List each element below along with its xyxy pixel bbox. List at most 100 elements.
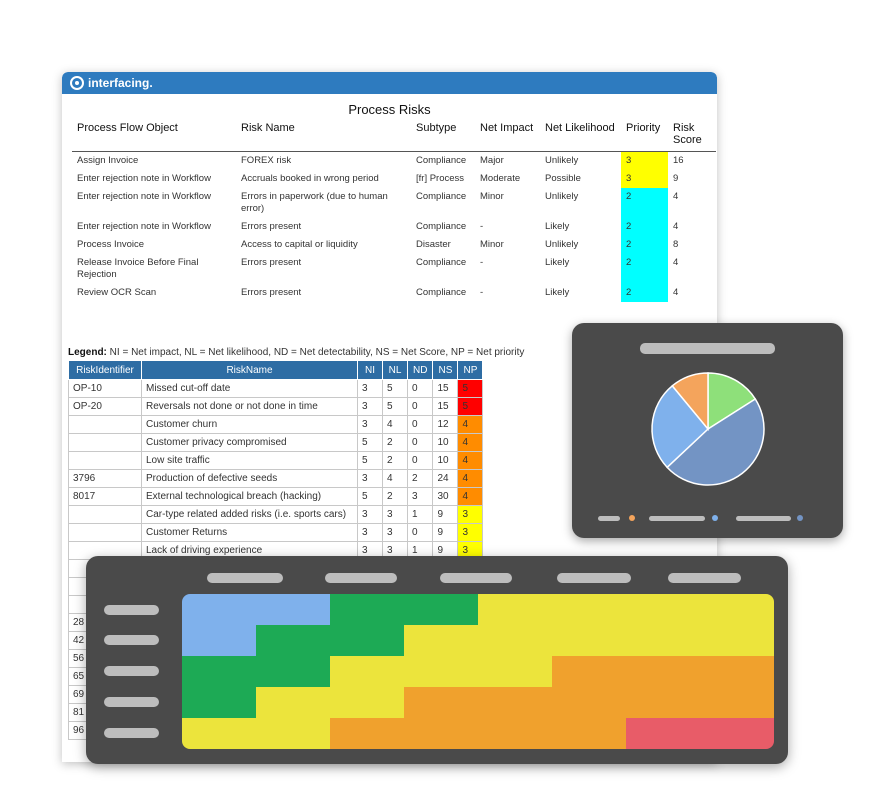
- cell-nl: 5: [382, 379, 408, 398]
- pie-slice: [671, 372, 709, 432]
- cell-ns: 9: [432, 505, 459, 524]
- cell-risk-name: Customer Returns: [141, 523, 358, 542]
- cell-np: 3: [457, 523, 484, 542]
- cell-impact: -: [480, 257, 484, 268]
- brand-name: interfacing.: [88, 76, 153, 90]
- heatmap-cell: [404, 656, 479, 688]
- cell-nd: 0: [406, 433, 434, 452]
- cell-risk-name: Production of defective seeds: [141, 469, 358, 488]
- heatmap-cell: [478, 718, 553, 749]
- cell-nd: 1: [406, 505, 434, 524]
- column-header: NL: [382, 360, 408, 380]
- cell-np: 4: [457, 415, 484, 434]
- heatmap-cell: [182, 687, 257, 719]
- heatmap-cell: [478, 594, 553, 626]
- cell-subtype: Compliance: [416, 257, 467, 268]
- cell-risk-id: 3796: [68, 469, 142, 488]
- cell-risk-id: OP-20: [68, 397, 142, 416]
- cell-impact: -: [480, 287, 484, 298]
- table-row: Enter rejection note in Workflow Accrual…: [72, 170, 716, 188]
- cell-ni: 3: [357, 397, 383, 416]
- column-header: RiskName: [141, 360, 358, 380]
- heatmap-cell: [330, 718, 405, 749]
- cell-ns: 10: [432, 451, 459, 470]
- cell-object: Enter rejection note in Workflow: [77, 191, 211, 202]
- net-risk-row: Low site traffic 5 2 0 10 4: [68, 451, 484, 470]
- cell-subtype: Compliance: [416, 221, 467, 232]
- legend-dot: [797, 515, 803, 521]
- cell-subtype: Compliance: [416, 191, 467, 202]
- row-label-placeholder: [104, 605, 159, 615]
- cell-score: 8: [673, 239, 679, 250]
- net-risk-row: Customer privacy compromised 5 2 0 10 4: [68, 433, 484, 452]
- cell-ns: 12: [432, 415, 459, 434]
- cell-risk-id: OP-10: [68, 379, 142, 398]
- cell-risk-id: [68, 505, 142, 524]
- report-title: Process Risks: [348, 102, 431, 117]
- net-risk-row: OP-10 Missed cut-off date 3 5 0 15 5: [68, 379, 484, 398]
- pie-slice: [651, 384, 710, 469]
- cell-ni: 3: [357, 505, 383, 524]
- cell-priority: 3: [621, 170, 668, 188]
- column-label-placeholder: [440, 573, 512, 583]
- heatmap-cell: [700, 656, 774, 688]
- cell-ns: 24: [432, 469, 459, 488]
- heatmap-cell: [182, 625, 257, 657]
- cell-likelihood: Likely: [545, 287, 570, 298]
- heatmap-widget: [86, 556, 788, 764]
- cell-nd: 0: [406, 451, 434, 470]
- column-header: RiskIdentifier: [68, 360, 142, 380]
- heatmap-cell: [626, 718, 701, 749]
- row-label-placeholder: [104, 635, 159, 645]
- cell-ns: 15: [432, 397, 459, 416]
- heatmap-cell: [330, 594, 405, 626]
- column-header: Net Impact: [475, 122, 540, 152]
- table-row: Assign Invoice FOREX risk Compliance Maj…: [72, 151, 716, 170]
- cell-subtype: Disaster: [416, 239, 451, 250]
- heatmap-cell: [700, 687, 774, 719]
- net-risk-header-row: RiskIdentifier RiskName NI NL ND NS NP: [68, 360, 484, 380]
- heatmap-cell: [256, 625, 331, 657]
- cell-risk: Accruals booked in wrong period: [241, 173, 379, 184]
- cell-ns: 15: [432, 379, 459, 398]
- cell-object: Release Invoice Before Final Rejection: [77, 257, 199, 280]
- cell-ni: 3: [357, 379, 383, 398]
- column-header: NS: [432, 360, 459, 380]
- cell-impact: Minor: [480, 191, 504, 202]
- cell-np: 5: [457, 397, 484, 416]
- heatmap-cell: [700, 625, 774, 657]
- cell-np: 5: [457, 379, 484, 398]
- column-label-placeholder: [325, 573, 397, 583]
- cell-risk-id: [68, 433, 142, 452]
- cell-likelihood: Unlikely: [545, 239, 579, 250]
- cell-np: 4: [457, 469, 484, 488]
- cell-ni: 3: [357, 469, 383, 488]
- pie-slice: [707, 372, 757, 431]
- heatmap-cell: [182, 718, 257, 749]
- cell-nd: 0: [406, 415, 434, 434]
- net-risk-row: Car-type related added risks (i.e. sport…: [68, 505, 484, 524]
- net-risk-row: 8017 External technological breach (hacki…: [68, 487, 484, 506]
- cell-impact: Major: [480, 155, 504, 166]
- column-header: NI: [357, 360, 383, 380]
- cell-risk-id: 8017: [68, 487, 142, 506]
- heatmap-cell: [626, 687, 701, 719]
- cell-risk: Access to capital or liquidity: [241, 239, 358, 250]
- column-header: ND: [406, 360, 434, 380]
- row-label-placeholder: [104, 697, 159, 707]
- cell-score: 4: [673, 191, 679, 202]
- process-risks-table: Process Flow Object Risk Name Subtype Ne…: [72, 122, 716, 302]
- cell-nd: 3: [406, 487, 434, 506]
- cell-priority: 3: [621, 151, 668, 170]
- heatmap-cell: [330, 656, 405, 688]
- cell-object: Enter rejection note in Workflow: [77, 221, 211, 232]
- column-header: Risk Score: [668, 122, 716, 152]
- legend-dot: [712, 515, 718, 521]
- cell-risk: FOREX risk: [241, 155, 292, 166]
- heatmap-cell: [552, 625, 627, 657]
- cell-risk-id: [68, 415, 142, 434]
- pie-slice: [666, 397, 765, 486]
- cell-risk-name: External technological breach (hacking): [141, 487, 358, 506]
- row-label-placeholder: [104, 728, 159, 738]
- cell-impact: Minor: [480, 239, 504, 250]
